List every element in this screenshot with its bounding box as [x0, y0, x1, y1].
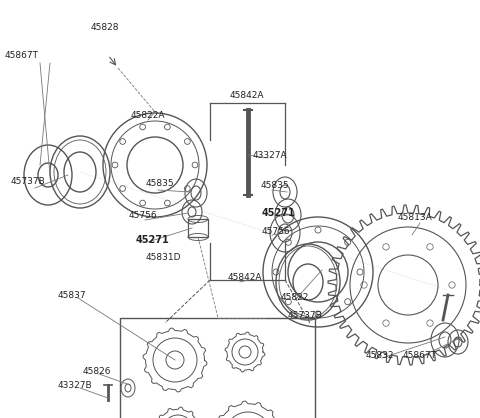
Text: 45837: 45837: [58, 291, 86, 300]
Text: 45842A: 45842A: [230, 91, 264, 99]
Text: 45867T: 45867T: [5, 51, 39, 59]
Text: 45828: 45828: [91, 23, 119, 33]
Text: 45867T: 45867T: [403, 351, 437, 359]
Text: 45756: 45756: [262, 227, 290, 237]
Text: 45831D: 45831D: [145, 253, 181, 263]
Bar: [188, 219, 208, 237]
Text: 45832: 45832: [366, 351, 394, 359]
Text: 45271: 45271: [135, 235, 169, 245]
Text: 45835: 45835: [146, 178, 174, 188]
Text: 45271: 45271: [261, 208, 295, 218]
Text: 45835: 45835: [261, 181, 289, 189]
Text: 45822A: 45822A: [131, 110, 165, 120]
Text: 45737B: 45737B: [11, 178, 46, 186]
Text: 43327A: 43327A: [252, 150, 288, 160]
Text: 43327B: 43327B: [58, 380, 92, 390]
Text: 45813A: 45813A: [397, 214, 432, 222]
Text: 45826: 45826: [83, 367, 111, 377]
Text: 45756: 45756: [129, 211, 157, 219]
Text: 45822: 45822: [281, 293, 309, 303]
Text: 45737B: 45737B: [288, 311, 323, 319]
Bar: [120, 318, 315, 418]
Text: 45842A: 45842A: [228, 273, 262, 283]
